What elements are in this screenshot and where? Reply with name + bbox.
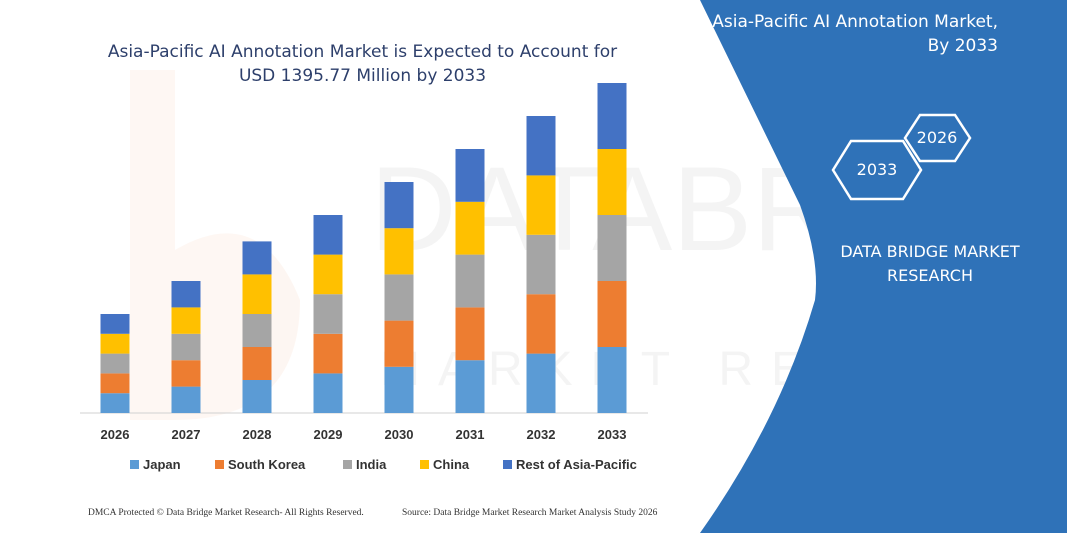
- bar-2030-south-korea: [384, 320, 414, 367]
- bar-2030-china: [384, 228, 414, 275]
- footer-copyright: DMCA Protected © Data Bridge Market Rese…: [88, 508, 364, 518]
- legend: Japan South Korea India China Rest of Asia-P…: [130, 457, 637, 472]
- bar-2028-south-korea: [242, 347, 272, 380]
- bar-2028-japan: [242, 380, 272, 413]
- chart-title-line2: USD 1395.77 Million by 2033: [238, 66, 487, 86]
- bar-2031-rest-of-asia-pacific: [455, 149, 485, 202]
- bar-2026-south-korea: [100, 373, 130, 394]
- x-tick-2029: 2029: [314, 427, 343, 442]
- bar-2027-china: [171, 307, 201, 334]
- bar-2026-india: [100, 353, 130, 374]
- bar-2032-china: [526, 175, 556, 235]
- side-panel: [700, 0, 1067, 533]
- bar-2029-japan: [313, 373, 343, 413]
- bar-2030-india: [384, 274, 414, 321]
- legend-item-china: China: [420, 457, 470, 472]
- x-tick-2026: 2026: [101, 427, 130, 442]
- bar-2029-south-korea: [313, 333, 343, 374]
- hex-end-icon: [831, 139, 923, 201]
- bar-2027-rest-of-asia-pacific: [171, 281, 201, 308]
- side-panel-title-line1: Asia-Pacific AI Annotation Market,: [712, 12, 998, 32]
- legend-swatch: [215, 460, 224, 469]
- legend-label: China: [433, 457, 470, 472]
- legend-item-japan: Japan: [130, 457, 181, 472]
- bars-group: [100, 83, 627, 413]
- bar-2030-rest-of-asia-pacific: [384, 182, 414, 229]
- side-panel-title: Asia-Pacific AI Annotation Market, By 20…: [700, 10, 998, 58]
- bar-2031-south-korea: [455, 307, 485, 361]
- bar-2029-rest-of-asia-pacific: [313, 215, 343, 255]
- legend-swatch: [420, 460, 429, 469]
- hex-end-label: 2033: [856, 160, 898, 179]
- bar-2026-china: [100, 333, 130, 354]
- legend-label: India: [356, 457, 387, 472]
- legend-label: Rest of Asia-Pacific: [516, 457, 637, 472]
- legend-item-rest-of-asia-pacific: Rest of Asia-Pacific: [503, 457, 637, 472]
- hex-start-label: 2026: [916, 128, 958, 147]
- bar-2032-japan: [526, 353, 556, 413]
- bar-2027-india: [171, 333, 201, 361]
- bar-2027-south-korea: [171, 360, 201, 387]
- bar-2031-china: [455, 201, 485, 255]
- x-tick-2032: 2032: [527, 427, 556, 442]
- bar-2032-india: [526, 234, 556, 295]
- x-tick-labels: 2026 2027 2028 2029 2030 2031 2032 2033: [101, 427, 627, 442]
- footer-source: Source: Data Bridge Market Research Mark…: [402, 508, 658, 518]
- bar-2033-japan: [597, 347, 627, 413]
- x-tick-2028: 2028: [243, 427, 272, 442]
- bar-2031-japan: [455, 360, 485, 413]
- hex-start-icon: [903, 113, 972, 163]
- bar-2033-rest-of-asia-pacific: [597, 83, 627, 149]
- side-panel-title-line2: By 2033: [927, 36, 998, 56]
- legend-swatch: [343, 460, 352, 469]
- legend-label: South Korea: [228, 457, 306, 472]
- brand-line1: DATA BRIDGE MARKET: [840, 242, 1020, 261]
- bar-2028-rest-of-asia-pacific: [242, 241, 272, 275]
- bar-2028-china: [242, 274, 272, 314]
- bar-2026-japan: [100, 393, 130, 413]
- bar-2031-india: [455, 254, 485, 308]
- chart-title-line1: Asia-Pacific AI Annotation Market is Exp…: [107, 42, 618, 62]
- x-tick-2033: 2033: [598, 427, 627, 442]
- bar-2033-china: [597, 149, 627, 215]
- x-tick-2031: 2031: [456, 427, 485, 442]
- chart-title: Asia-Pacific AI Annotation Market is Exp…: [90, 40, 635, 88]
- brand-name: DATA BRIDGE MARKET RESEARCH: [820, 240, 1040, 288]
- legend-item-india: India: [343, 457, 387, 472]
- x-tick-2030: 2030: [385, 427, 414, 442]
- x-tick-2027: 2027: [172, 427, 201, 442]
- bar-2033-india: [597, 215, 627, 281]
- bar-2028-india: [242, 314, 272, 347]
- bar-2029-india: [313, 294, 343, 334]
- bar-2033-south-korea: [597, 281, 627, 347]
- brand-line2: RESEARCH: [887, 266, 973, 285]
- legend-swatch: [503, 460, 512, 469]
- bar-2026-rest-of-asia-pacific: [100, 314, 130, 334]
- legend-swatch: [130, 460, 139, 469]
- bar-2030-japan: [384, 366, 414, 413]
- bar-2032-south-korea: [526, 294, 556, 354]
- bar-2027-japan: [171, 386, 201, 413]
- bar-2029-china: [313, 254, 343, 295]
- legend-item-south-korea: South Korea: [215, 457, 306, 472]
- bar-2032-rest-of-asia-pacific: [526, 116, 556, 176]
- legend-label: Japan: [143, 457, 181, 472]
